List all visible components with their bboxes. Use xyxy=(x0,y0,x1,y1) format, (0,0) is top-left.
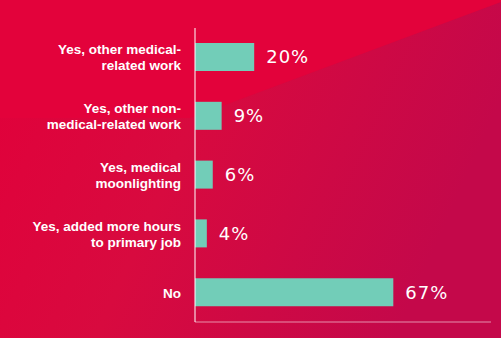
svg-text:6%: 6% xyxy=(225,164,256,185)
svg-text:Yes, medicalmoonlighting: Yes, medicalmoonlighting xyxy=(96,160,181,191)
svg-text:9%: 9% xyxy=(234,105,265,126)
svg-text:Yes, other non-medical-related: Yes, other non-medical-related work xyxy=(47,101,182,132)
svg-text:Yes, added more hoursto primar: Yes, added more hoursto primary job xyxy=(32,219,181,250)
svg-text:Yes, other medical-related wor: Yes, other medical-related work xyxy=(58,42,182,73)
svg-text:20%: 20% xyxy=(266,46,309,67)
svg-text:No: No xyxy=(163,286,181,301)
svg-text:4%: 4% xyxy=(219,223,250,244)
svg-text:67%: 67% xyxy=(405,282,448,303)
